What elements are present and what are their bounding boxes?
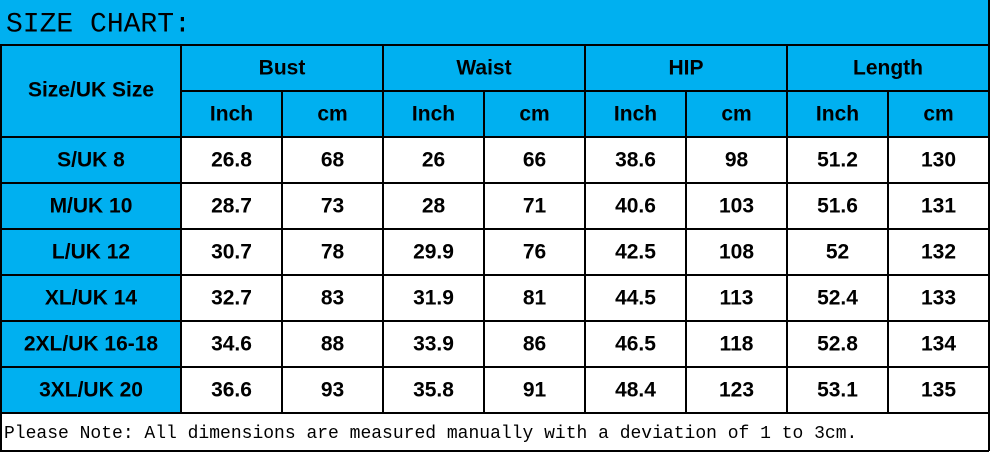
value-cell: 26 — [422, 149, 445, 172]
size-cell: M/UK 10 — [50, 195, 133, 218]
header-cell: Bust — [259, 57, 306, 80]
value-cell: 52.8 — [817, 333, 858, 356]
header-cell: Inch — [210, 103, 253, 126]
value-cell: 32.7 — [211, 287, 252, 310]
value-cell: 135 — [921, 379, 956, 402]
value-cell: 76 — [523, 241, 546, 264]
value-cell: 51.6 — [817, 195, 858, 218]
value-cell: 98 — [725, 149, 749, 172]
value-cell: 103 — [719, 195, 754, 218]
header-cell: Size/UK Size — [28, 79, 154, 102]
value-cell: 133 — [921, 287, 956, 310]
header-cell: Inch — [412, 103, 455, 126]
value-cell: 53.1 — [817, 379, 858, 402]
value-cell: 83 — [321, 287, 344, 310]
value-cell: 51.2 — [817, 149, 858, 172]
header-cell: Inch — [816, 103, 859, 126]
header-cell: Length — [853, 57, 923, 80]
size-cell: 2XL/UK 16-18 — [24, 333, 159, 356]
header-cell: Waist — [456, 57, 511, 80]
value-cell: 44.5 — [615, 287, 656, 310]
value-cell: 66 — [523, 149, 546, 172]
note: Please Note: All dimensions are measured… — [4, 424, 857, 444]
size-cell: 3XL/UK 20 — [39, 379, 143, 402]
value-cell: 108 — [719, 241, 754, 264]
value-cell: 130 — [921, 149, 956, 172]
title-band — [0, 0, 989, 44]
header-cell: cm — [721, 103, 751, 126]
value-cell: 30.7 — [211, 241, 252, 264]
value-cell: 40.6 — [615, 195, 656, 218]
value-cell: 132 — [921, 241, 956, 264]
value-cell: 131 — [921, 195, 956, 218]
header-cell: cm — [519, 103, 549, 126]
value-cell: 113 — [720, 287, 754, 310]
value-cell: 28.7 — [211, 195, 252, 218]
value-cell: 91 — [523, 379, 547, 402]
value-cell: 68 — [321, 149, 345, 172]
value-cell: 52.4 — [817, 287, 858, 310]
value-cell: 71 — [523, 195, 547, 218]
value-cell: 123 — [719, 379, 754, 402]
header-cell: Inch — [614, 103, 657, 126]
value-cell: 93 — [321, 379, 344, 402]
header-cell: cm — [317, 103, 347, 126]
size-cell: S/UK 8 — [57, 149, 125, 172]
value-cell: 34.6 — [211, 333, 252, 356]
value-cell: 48.4 — [615, 379, 656, 402]
value-cell: 33.9 — [413, 333, 454, 356]
value-cell: 42.5 — [615, 241, 656, 264]
value-cell: 81 — [523, 287, 547, 310]
value-cell: 78 — [321, 241, 345, 264]
value-cell: 28 — [422, 195, 446, 218]
value-cell: 46.5 — [615, 333, 656, 356]
value-cell: 29.9 — [413, 241, 454, 264]
value-cell: 86 — [523, 333, 546, 356]
size-cell: XL/UK 14 — [45, 287, 138, 310]
value-cell: 52 — [826, 241, 849, 264]
value-cell: 73 — [321, 195, 344, 218]
value-cell: 36.6 — [211, 379, 252, 402]
value-cell: 31.9 — [413, 287, 454, 310]
title: SIZE CHART: — [6, 9, 191, 40]
value-cell: 134 — [921, 333, 956, 356]
header-cell: HIP — [668, 57, 703, 80]
value-cell: 35.8 — [413, 379, 454, 402]
value-cell: 118 — [720, 333, 754, 356]
value-cell: 88 — [321, 333, 345, 356]
size-cell: L/UK 12 — [52, 241, 130, 264]
header-cell: cm — [923, 103, 953, 126]
value-cell: 26.8 — [211, 149, 252, 172]
value-cell: 38.6 — [615, 149, 656, 172]
